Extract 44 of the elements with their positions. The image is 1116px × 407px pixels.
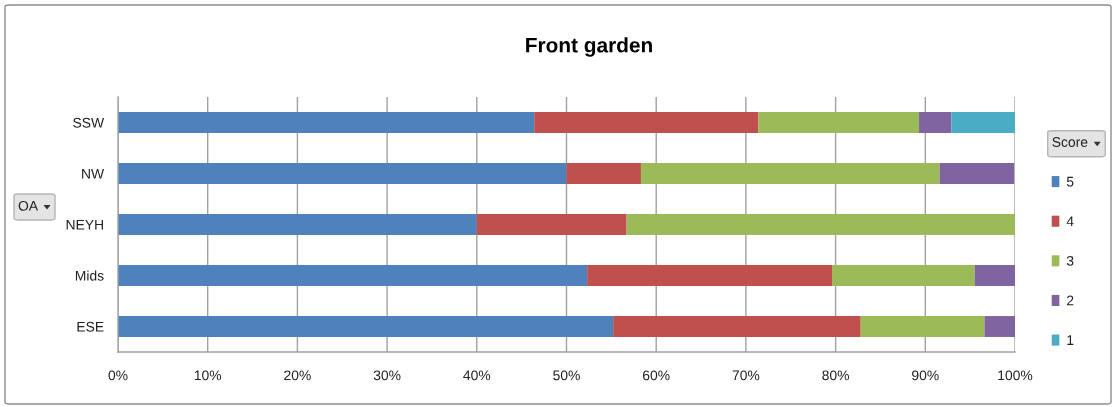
chart-title: Front garden xyxy=(526,37,652,57)
x-tick-label: 90% xyxy=(912,370,939,381)
bar xyxy=(640,163,940,184)
bar xyxy=(984,316,1015,337)
x-tick-label: 60% xyxy=(643,370,670,381)
y-tick-label: NEYH xyxy=(66,219,103,230)
y-tick-label: Mids xyxy=(75,270,104,281)
legend-label: 5 xyxy=(1066,176,1074,187)
y-tick-label: NW xyxy=(82,168,105,179)
bar xyxy=(974,265,1015,286)
legend-label: 3 xyxy=(1066,255,1074,266)
bar xyxy=(587,265,833,286)
bar xyxy=(118,163,567,184)
bar xyxy=(860,316,985,337)
bar xyxy=(613,316,861,337)
x-tick-label: 50% xyxy=(553,370,580,381)
x-tick-label: 100% xyxy=(998,370,1033,381)
bar xyxy=(951,112,1015,133)
legend-title: Score xyxy=(1052,137,1088,147)
bar xyxy=(118,214,477,235)
bar xyxy=(832,265,975,286)
x-tick-label: 70% xyxy=(732,370,760,381)
x-tick-label: 80% xyxy=(822,370,850,381)
bar xyxy=(919,112,952,133)
bar xyxy=(476,214,627,235)
bar xyxy=(534,112,759,133)
y-tick-label: ESE xyxy=(77,321,104,332)
bar xyxy=(118,265,588,286)
x-tick-label: 0% xyxy=(108,370,128,381)
bar xyxy=(939,163,1015,184)
legend-label: 1 xyxy=(1067,335,1074,345)
bar xyxy=(626,214,1015,235)
bar xyxy=(118,316,614,337)
x-tick-label: 30% xyxy=(373,370,401,381)
legend-label: 4 xyxy=(1066,216,1074,227)
legend-label: 2 xyxy=(1067,295,1074,306)
bar xyxy=(566,163,641,184)
bar xyxy=(118,112,535,133)
x-tick-label: 20% xyxy=(284,370,311,381)
y-axis-title: OA xyxy=(18,200,39,211)
x-tick-label: 40% xyxy=(463,370,491,381)
bar xyxy=(758,112,920,133)
y-tick-label: SSW xyxy=(73,117,105,128)
x-tick-label: 10% xyxy=(194,370,222,381)
